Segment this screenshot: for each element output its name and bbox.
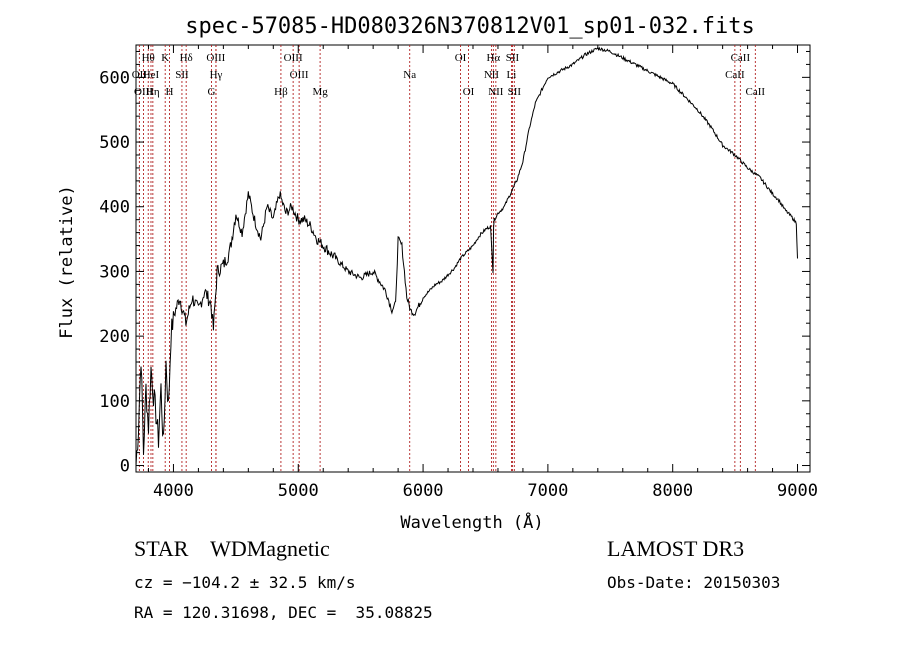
spectral-line-label: SII	[506, 52, 520, 64]
y-tick-label: 600	[99, 68, 130, 88]
y-tick-label: 300	[99, 262, 130, 282]
spectral-line-label: Hγ	[210, 69, 223, 81]
coordinates: RA = 120.31698, DEC = 35.08825	[134, 603, 433, 622]
spectral-line-label: CaII	[746, 86, 766, 98]
spectral-line-label: NII	[488, 86, 504, 98]
x-tick-label: 6000	[403, 481, 444, 501]
spectral-line-label: OIII	[134, 86, 153, 98]
x-tick-label: 5000	[278, 481, 319, 501]
spectral-lines	[138, 45, 756, 472]
plot-frame	[135, 44, 811, 473]
spectral-line-label: CaII	[731, 52, 751, 64]
spectral-line-label: OIII	[206, 52, 225, 64]
chart-title: spec-57085-HD080326N370812V01_sp01-032.f…	[185, 14, 755, 39]
x-tick-label: 4000	[153, 481, 194, 501]
spectral-line-label: SII	[508, 86, 522, 98]
spectral-line-label: OIII	[290, 69, 309, 81]
redshift-info: cz = −104.2 ± 32.5 km/s	[134, 573, 356, 592]
flux-series-line	[135, 46, 798, 466]
x-tick-label: 8000	[652, 481, 693, 501]
spectral-line-label: Li	[507, 69, 517, 81]
spectral-line-label: Hη	[146, 86, 160, 98]
y-axis: 0 100 200 300 400 500 600	[99, 50, 810, 477]
spectral-line-label: K	[161, 52, 169, 64]
spectral-line-label: Na	[403, 69, 416, 81]
y-axis-label: Flux (relative)	[57, 185, 77, 339]
observation-date: Obs-Date: 20150303	[607, 573, 781, 592]
spectral-line-label: HeI	[143, 69, 160, 81]
spectral-line-label: NII	[484, 69, 500, 81]
spectral-line-label: OIII	[284, 52, 303, 64]
spectral-line-label: SII	[175, 69, 189, 81]
y-tick-label: 500	[99, 133, 130, 153]
object-class: STAR WDMagnetic	[134, 536, 330, 561]
spectral-line-label: Hα	[486, 52, 500, 64]
spectral-line-label: H	[165, 86, 173, 98]
x-axis: 4000 5000 6000 7000 8000 9000	[147, 45, 818, 501]
spectral-line-label: OI	[463, 86, 475, 98]
spectral-line-label: OI	[455, 52, 467, 64]
spectral-line-label: Hδ	[180, 52, 193, 64]
spectral-line-label: Hβ	[274, 86, 288, 98]
y-tick-label: 0	[120, 457, 130, 477]
spectral-line-label: OII	[132, 69, 148, 81]
spectral-line-label: Hθ	[142, 52, 155, 64]
y-tick-label: 400	[99, 198, 130, 218]
x-tick-label: 7000	[527, 481, 568, 501]
spectral-line-label: G	[208, 86, 216, 98]
x-axis-label: Wavelength (Å)	[400, 511, 543, 533]
spectral-line-label: CaII	[725, 69, 745, 81]
y-tick-label: 200	[99, 327, 130, 347]
x-tick-label: 9000	[777, 481, 818, 501]
survey-name: LAMOST DR3	[607, 536, 745, 561]
spectral-line-label: Mg	[312, 86, 328, 98]
y-tick-label: 100	[99, 392, 130, 412]
